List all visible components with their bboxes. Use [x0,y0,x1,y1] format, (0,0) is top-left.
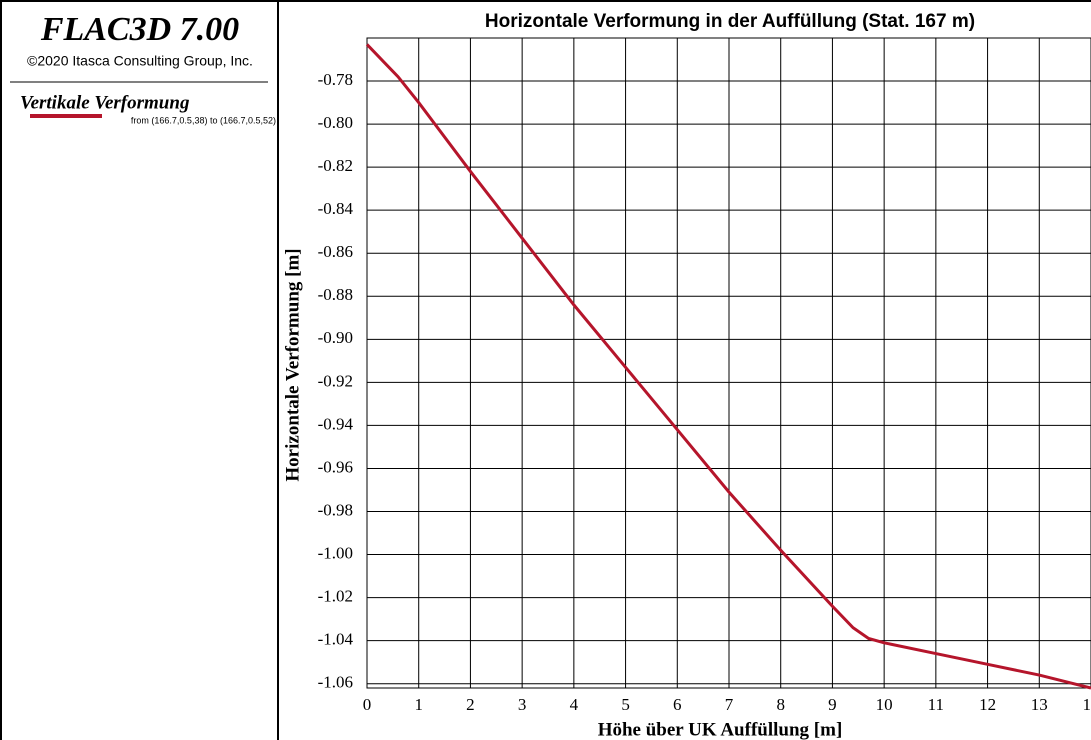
x-tick-label: 3 [518,695,527,714]
chart-frame [277,0,1091,740]
x-tick-label: 14 [1083,695,1091,714]
app-title: FLAC3D 7.00 [40,11,239,48]
x-tick-label: 10 [876,695,893,714]
y-tick-label: -0.84 [318,199,354,218]
x-tick-label: 0 [363,695,372,714]
x-tick-label: 5 [621,695,630,714]
x-tick-label: 4 [570,695,579,714]
x-axis-label: Höhe über UK Auffüllung [m] [598,719,843,740]
y-tick-label: -1.04 [318,630,354,649]
y-tick-label: -0.86 [318,242,353,261]
y-tick-label: -1.00 [318,543,353,562]
y-tick-label: -0.92 [318,371,353,390]
x-tick-label: 13 [1031,695,1048,714]
y-tick-label: -0.94 [318,414,354,433]
y-tick-label: -0.88 [318,285,353,304]
copyright: ©2020 Itasca Consulting Group, Inc. [27,53,253,69]
x-tick-label: 11 [928,695,944,714]
y-tick-label: -1.06 [318,673,353,692]
y-tick-label: -0.90 [318,328,353,347]
legend-note: from (166.7,0.5,38) to (166.7,0.5,52) [131,115,276,125]
x-tick-label: 2 [466,695,475,714]
x-tick-label: 12 [979,695,996,714]
y-tick-label: -0.98 [318,500,353,519]
x-tick-label: 8 [776,695,785,714]
y-tick-label: -0.80 [318,113,353,132]
y-tick-label: -1.02 [318,587,353,606]
y-axis-label: Horizontale Verformung [m] [282,248,303,481]
x-tick-label: 1 [414,695,423,714]
y-tick-label: -0.82 [318,156,353,175]
y-tick-label: -0.96 [318,457,353,476]
chart-title: Horizontale Verformung in der Auffüllung… [485,11,975,32]
x-tick-label: 7 [725,695,734,714]
legend-label: Vertikale Verformung [20,92,189,113]
y-tick-label: -0.78 [318,70,353,89]
x-tick-label: 6 [673,695,682,714]
data-line [365,43,1091,690]
x-tick-label: 9 [828,695,837,714]
